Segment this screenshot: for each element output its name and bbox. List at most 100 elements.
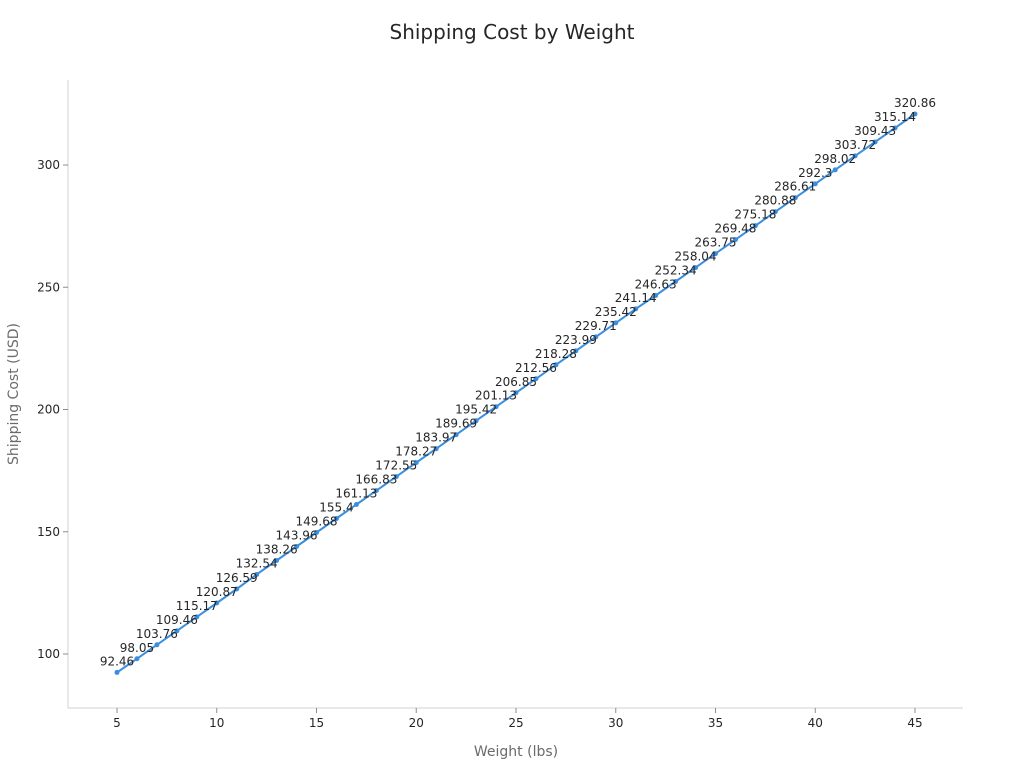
data-point: [314, 530, 319, 536]
data-point-label: 252.34: [655, 264, 697, 278]
data-point: [553, 362, 559, 368]
data-point: [114, 669, 120, 675]
data-point: [234, 586, 240, 592]
data-point: [653, 292, 659, 298]
data-point: [812, 181, 818, 187]
data-point: [752, 223, 758, 229]
data-point-label: 155.4: [319, 501, 353, 515]
x-tick-label: 15: [309, 716, 324, 730]
y-tick-label: 150: [37, 525, 60, 539]
data-point-label: 223.99: [555, 333, 597, 347]
data-point-label: 115.17: [176, 599, 218, 613]
data-point: [174, 628, 180, 634]
y-tick-label: 250: [37, 280, 60, 294]
data-point-label: 263.75: [695, 236, 737, 250]
data-point-label: 320.86: [894, 96, 936, 110]
data-point-label: 206.85: [495, 375, 537, 389]
axes: 5 10 15 20 25 30 35 40 45 100 150 200 250 300: [37, 80, 963, 730]
data-point: [732, 237, 738, 243]
data-point: [513, 390, 519, 396]
x-tick-label: 35: [708, 716, 723, 730]
data-point: [633, 306, 639, 312]
y-tick-label: 300: [37, 158, 60, 172]
data-series: [114, 111, 918, 675]
data-point-label: 298.02: [814, 152, 856, 166]
data-point: [294, 544, 300, 550]
data-point: [832, 167, 838, 173]
data-point-label: 189.69: [435, 417, 477, 431]
data-point-label: 92.46: [100, 654, 134, 668]
data-point-label: 138.26: [256, 542, 298, 556]
data-point-label: 292.3: [798, 166, 832, 180]
data-point-label: 315.14: [874, 110, 916, 124]
data-point: [274, 557, 280, 563]
data-point: [573, 348, 579, 354]
data-point: [892, 125, 898, 131]
data-point-label: 275.18: [734, 208, 776, 222]
data-point: [254, 571, 260, 577]
data-point-label: 303.72: [834, 138, 876, 152]
data-point-label: 143.96: [276, 529, 318, 543]
data-point: [473, 418, 479, 424]
data-point: [154, 642, 160, 648]
data-point-label: 258.04: [675, 250, 717, 264]
data-point: [713, 251, 718, 257]
data-point-label: 241.14: [615, 291, 657, 305]
data-point: [533, 376, 539, 382]
data-point-label: 201.13: [475, 389, 517, 403]
data-point: [872, 139, 878, 145]
data-point-label: 103.76: [136, 627, 178, 641]
data-point-label: 286.61: [774, 180, 816, 194]
data-point-label: 218.28: [535, 347, 577, 361]
data-point: [353, 502, 359, 508]
data-point: [413, 460, 419, 466]
data-point: [693, 265, 699, 271]
data-point: [792, 195, 798, 201]
data-point-label: 246.63: [635, 277, 677, 291]
data-point-label: 166.83: [355, 473, 397, 487]
data-point: [393, 474, 399, 480]
data-point-label: 98.05: [120, 641, 154, 655]
data-point-label: 132.54: [236, 556, 278, 570]
x-tick-label: 40: [808, 716, 823, 730]
data-point-label: 195.42: [455, 403, 497, 417]
data-point: [912, 111, 918, 117]
data-point-label: 149.68: [296, 515, 338, 529]
data-point: [373, 488, 379, 494]
data-point-label: 229.71: [575, 319, 617, 333]
x-tick-label: 10: [209, 716, 224, 730]
y-axis-label: Shipping Cost (USD): [6, 323, 22, 465]
data-point: [852, 153, 858, 159]
data-point: [214, 600, 220, 606]
x-axis-label: Weight (lbs): [474, 744, 558, 760]
data-point: [493, 404, 499, 410]
data-point-label: 178.27: [395, 445, 437, 459]
data-point: [613, 320, 619, 326]
data-point: [453, 432, 459, 438]
data-point: [673, 279, 679, 285]
data-point-label: 309.43: [854, 124, 896, 138]
data-point: [333, 516, 339, 522]
data-point: [772, 209, 778, 215]
x-tick-label: 45: [907, 716, 922, 730]
x-tick-label: 5: [113, 716, 121, 730]
data-point: [433, 446, 439, 452]
data-point-label: 212.56: [515, 361, 557, 375]
data-point-label: 126.59: [216, 571, 258, 585]
chart-title: Shipping Cost by Weight: [389, 20, 635, 44]
x-tick-label: 20: [409, 716, 424, 730]
x-tick-label: 25: [508, 716, 523, 730]
data-point: [194, 614, 200, 620]
data-point: [593, 334, 599, 340]
y-tick-label: 100: [37, 647, 60, 661]
x-tick-label: 30: [608, 716, 623, 730]
data-point-label: 109.46: [156, 613, 198, 627]
data-point-label: 235.42: [595, 305, 637, 319]
y-tick-label: 200: [37, 403, 60, 417]
data-point-label: 280.88: [754, 194, 796, 208]
data-point-label: 172.55: [375, 459, 417, 473]
data-point-label: 183.97: [415, 431, 457, 445]
data-point-label: 269.48: [714, 222, 756, 236]
data-point-label: 161.13: [335, 487, 377, 501]
